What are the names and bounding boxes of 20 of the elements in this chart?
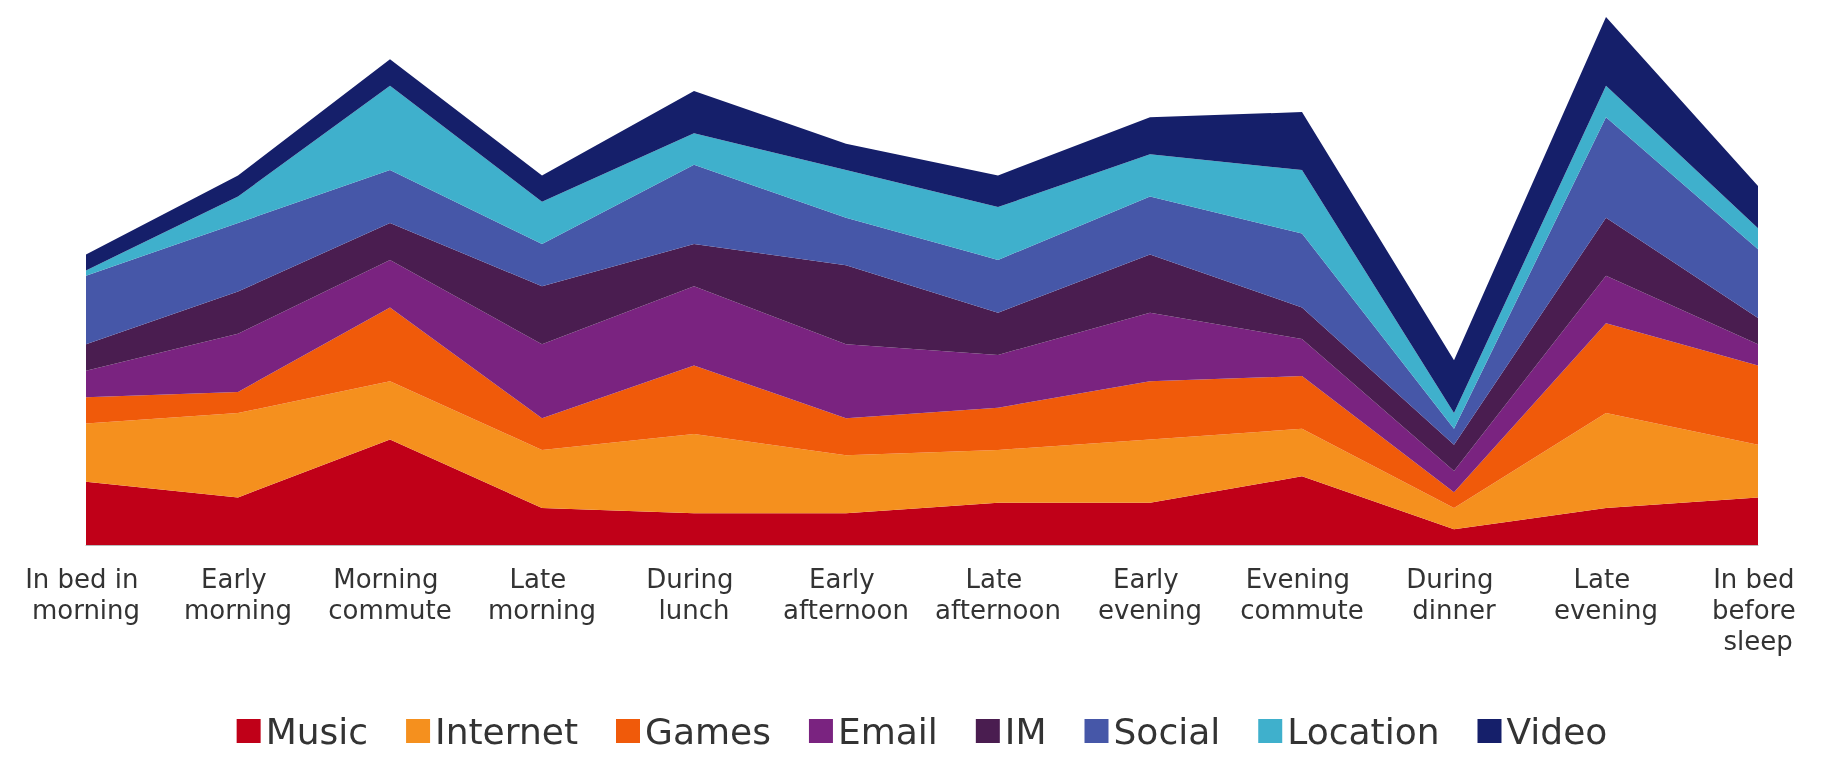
legend-label: IM <box>1004 710 1047 752</box>
legend-label: Social <box>1113 710 1221 752</box>
x-tick-label: Late evening <box>1553 563 1659 625</box>
x-tick-label: Early morning <box>183 563 293 625</box>
legend-label: Games <box>645 710 771 752</box>
x-tick-label: During dinner <box>1406 563 1502 625</box>
legend-label: Music <box>265 710 369 752</box>
x-tick-label: In bed in morning <box>25 563 147 625</box>
legend-label: Email <box>837 710 938 752</box>
x-tick-label: Late afternoon <box>935 563 1061 625</box>
x-tick-label: In bed before sleep <box>1712 563 1804 656</box>
legend-label: Internet <box>435 710 579 752</box>
x-tick-label: Morning commute <box>328 563 452 625</box>
x-tick-label: Late morning <box>487 563 597 625</box>
x-tick-label: During lunch <box>646 563 742 625</box>
x-tick-label: Early afternoon <box>783 563 909 625</box>
legend-label: Location <box>1287 710 1440 752</box>
x-tick-label: Evening commute <box>1240 563 1364 625</box>
legend-label: Video <box>1506 710 1608 752</box>
x-tick-label: Early evening <box>1097 563 1203 625</box>
